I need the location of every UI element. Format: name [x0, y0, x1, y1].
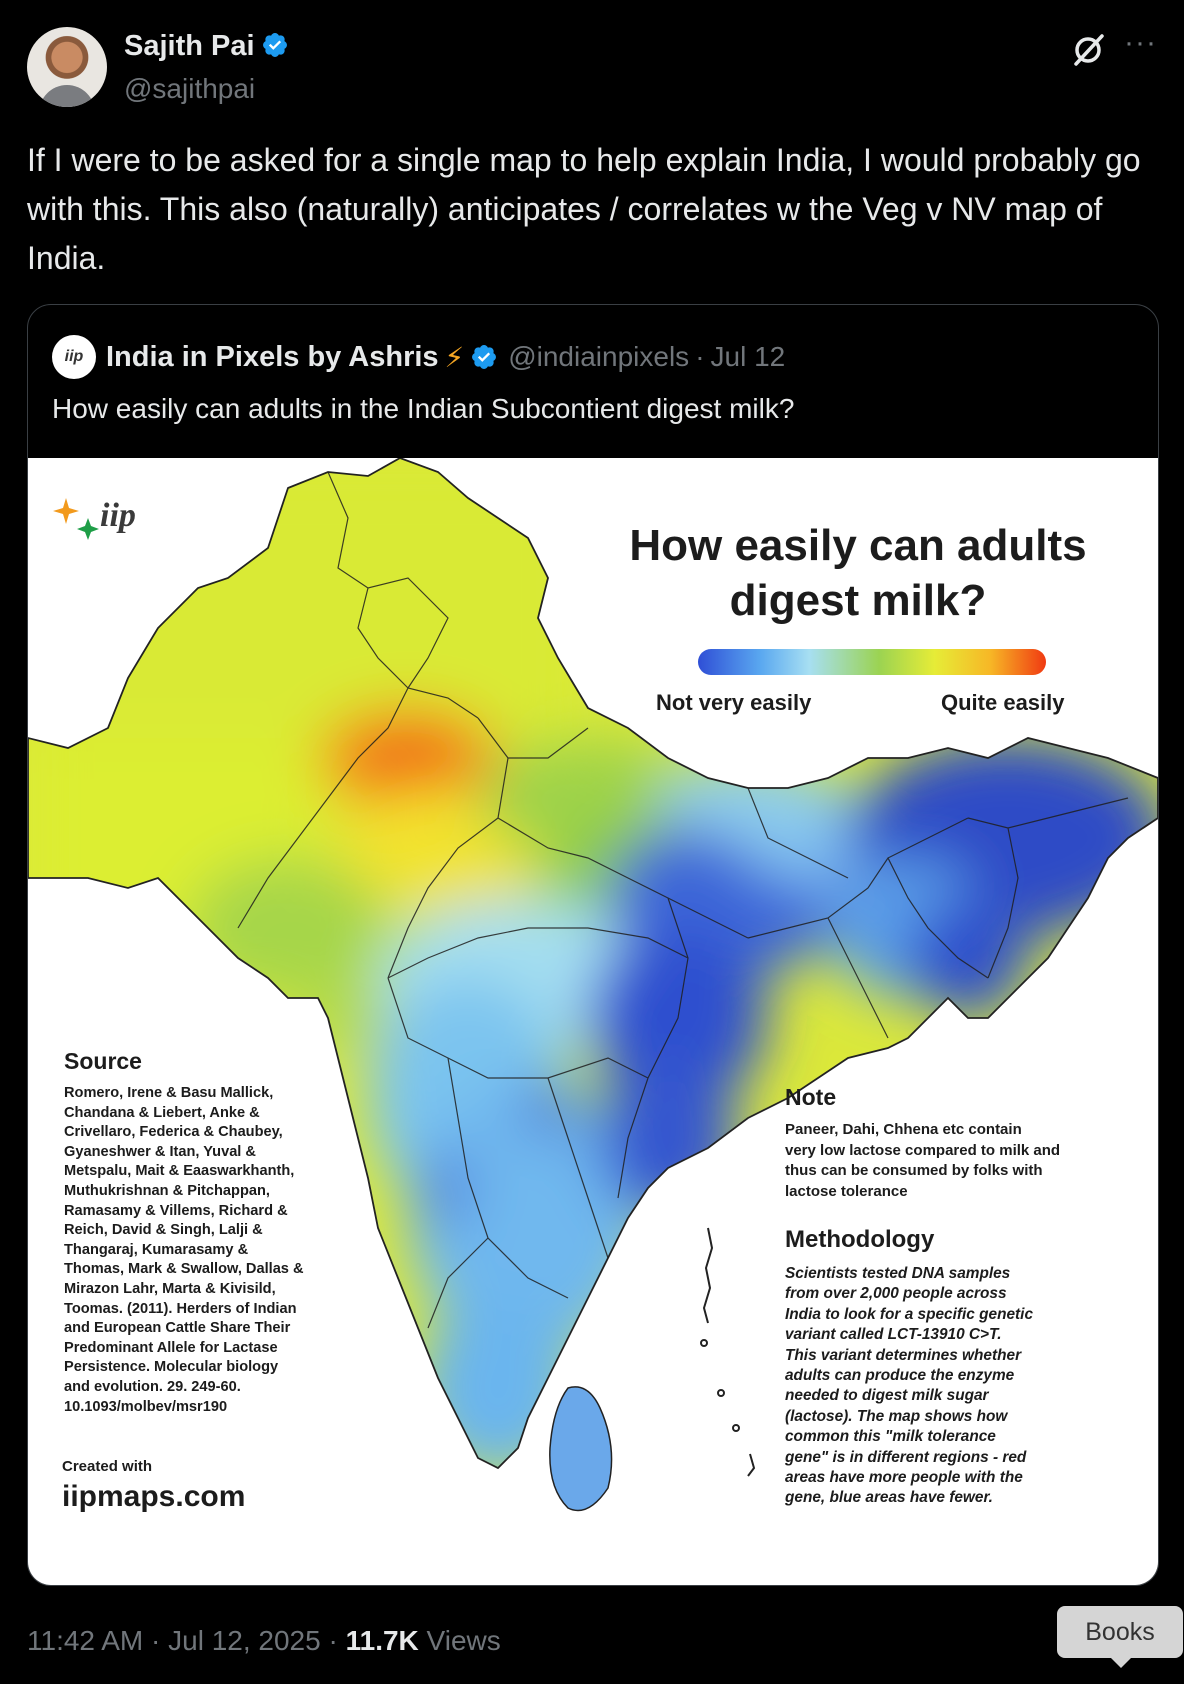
- timestamp-row: 11:42 AM · Jul 12, 2025 · 11.7K Views: [27, 1625, 501, 1657]
- quoted-author-name[interactable]: India in Pixels by Ashris: [106, 340, 439, 373]
- legend-high-label: Quite easily: [941, 690, 1065, 715]
- source-text: Romero, Irene & Basu Mallick, Chandana &…: [64, 1085, 304, 1415]
- more-dots-icon[interactable]: ···: [1124, 26, 1157, 59]
- note-text: Paneer, Dahi, Chhena etc contain very lo…: [785, 1121, 1061, 1200]
- iip-logo-icon: iip: [53, 497, 136, 540]
- india-heatmap-map: [28, 458, 1158, 1512]
- views-label: Views: [426, 1625, 501, 1656]
- source-heading: Source: [64, 1048, 142, 1074]
- methodology-text: Scientists tested DNA samples from over …: [785, 1265, 1034, 1507]
- grok-slash-icon[interactable]: [1068, 30, 1108, 70]
- note-heading: Note: [785, 1084, 837, 1110]
- quoted-author-avatar[interactable]: iip: [52, 335, 96, 379]
- methodology-heading: Methodology: [785, 1226, 935, 1253]
- map-title: How easily can adults digest milk?: [618, 518, 1098, 628]
- quoted-tweet-card[interactable]: iip India in Pixels by Ashris ⚡ @indiain…: [27, 304, 1159, 1586]
- tweet-text: If I were to be asked for a single map t…: [27, 142, 1150, 276]
- author-handle[interactable]: @sajithpai: [124, 73, 256, 104]
- author-name-row[interactable]: Sajith Pai: [124, 30, 289, 63]
- quoted-verified-badge-icon: [472, 345, 497, 369]
- created-with-label: Created with: [62, 1458, 153, 1475]
- map-title-line1: How easily can adults: [629, 521, 1087, 570]
- author-avatar[interactable]: [27, 27, 107, 107]
- quoted-date[interactable]: Jul 12: [710, 341, 786, 372]
- quoted-separator: ·: [695, 341, 705, 372]
- footer-separator: ·: [151, 1625, 161, 1656]
- quoted-author-handle[interactable]: @indiainpixels: [508, 341, 690, 372]
- map-image[interactable]: iip How easily can adults digest milk? N…: [28, 458, 1158, 1585]
- legend-color-bar: [698, 649, 1046, 675]
- books-tooltip: Books: [1057, 1606, 1183, 1668]
- footer-separator-2: ·: [328, 1625, 338, 1656]
- quoted-avatar-text: iip: [64, 348, 84, 365]
- map-title-line2: digest milk?: [729, 576, 987, 625]
- legend-low-label: Not very easily: [656, 690, 812, 715]
- post-time[interactable]: 11:42 AM: [27, 1625, 144, 1656]
- author-name[interactable]: Sajith Pai: [124, 30, 255, 62]
- quoted-tweet-header: iip India in Pixels by Ashris ⚡ @indiain…: [52, 335, 786, 379]
- lightning-bolt-emoji: ⚡: [444, 341, 465, 373]
- iip-logo-text: iip: [100, 497, 136, 534]
- views-count: 11.7K: [345, 1625, 419, 1656]
- verified-badge-icon: [262, 33, 287, 57]
- quoted-tweet-text: How easily can adults in the Indian Subc…: [52, 393, 795, 424]
- created-with-site: iipmaps.com: [62, 1480, 246, 1513]
- post-date[interactable]: Jul 12, 2025: [168, 1625, 321, 1656]
